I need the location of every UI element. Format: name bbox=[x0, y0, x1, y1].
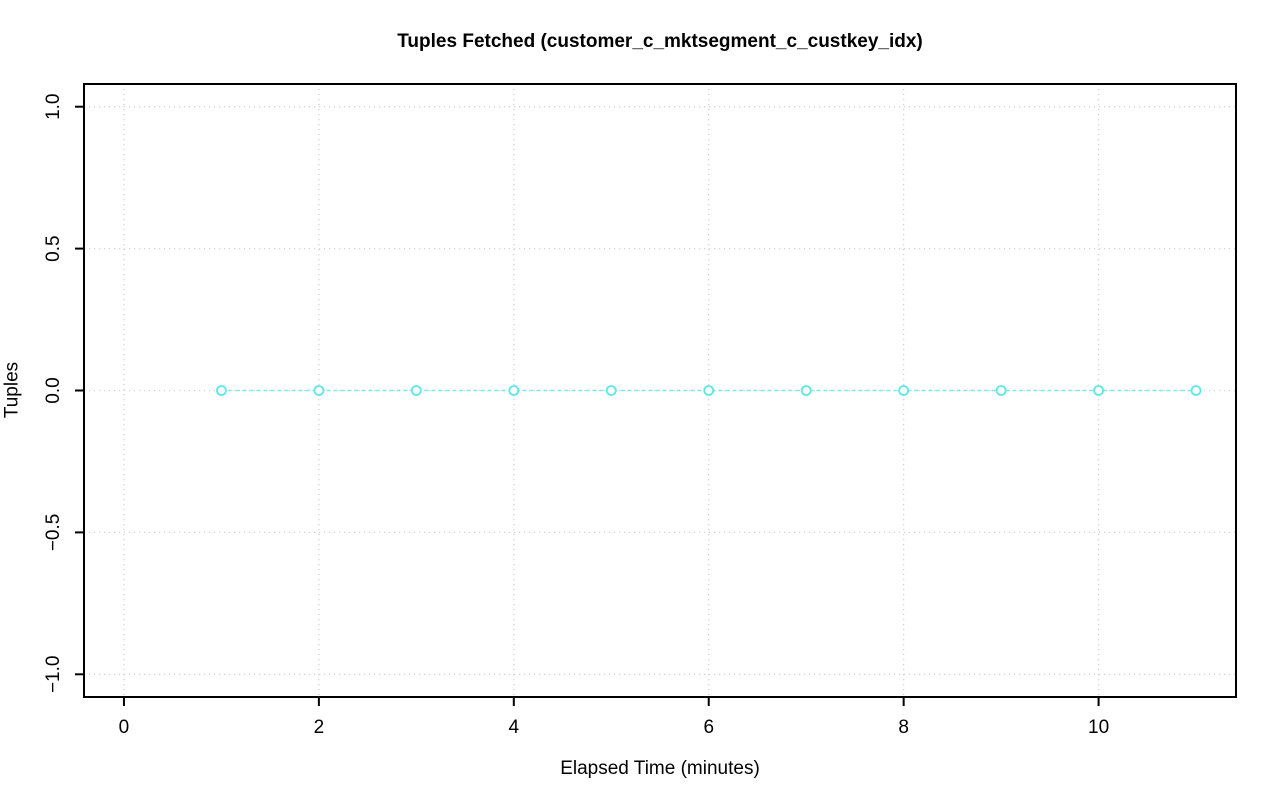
chart-title: Tuples Fetched (customer_c_mktsegment_c_… bbox=[397, 31, 923, 52]
x-tick-label: 0 bbox=[119, 717, 130, 738]
y-tick-label: 1.0 bbox=[43, 93, 64, 119]
y-tick-label: −0.5 bbox=[43, 514, 64, 552]
data-point bbox=[800, 385, 812, 396]
y-axis-title: Tuples bbox=[1, 361, 23, 419]
plot-border bbox=[83, 83, 1237, 698]
data-point bbox=[1093, 385, 1104, 396]
x-tick-label: 2 bbox=[314, 717, 325, 738]
x-tick-label: 6 bbox=[703, 717, 714, 738]
y-tick-label: 0.5 bbox=[43, 235, 64, 261]
data-point bbox=[898, 385, 910, 396]
data-point bbox=[216, 385, 227, 396]
data-point bbox=[703, 385, 715, 396]
x-tick-label: 10 bbox=[1088, 717, 1109, 738]
x-axis-title: Elapsed Time (minutes) bbox=[560, 758, 760, 779]
x-tick-label: 8 bbox=[898, 717, 909, 738]
data-point bbox=[605, 385, 617, 396]
y-tick-label: 0.0 bbox=[43, 377, 64, 403]
y-tick-label: −1.0 bbox=[43, 656, 64, 694]
x-tick-label: 4 bbox=[509, 717, 520, 738]
data-point bbox=[410, 385, 422, 396]
data-point bbox=[508, 385, 520, 396]
data-point bbox=[313, 385, 325, 396]
data-point bbox=[1190, 385, 1202, 396]
data-point bbox=[995, 385, 1007, 396]
